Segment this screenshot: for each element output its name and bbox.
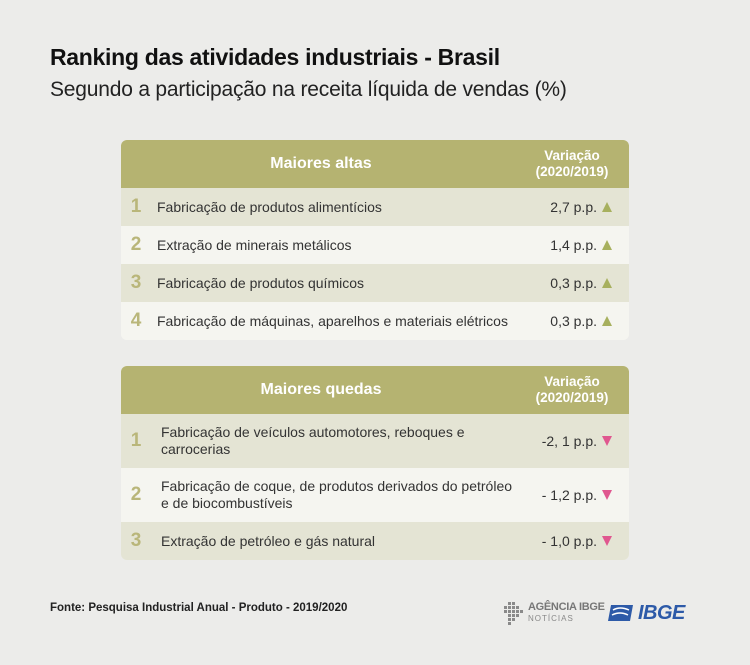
source-note: Fonte: Pesquisa Industrial Anual - Produ… <box>50 602 348 614</box>
rank-number: 3 <box>130 272 142 293</box>
activity-label: Fabricação de coque, de produtos derivad… <box>161 478 513 511</box>
map-dots-icon <box>504 602 523 625</box>
rank-number: 2 <box>130 484 142 505</box>
table-maiores-quedas: Maiores quedas Variação (2020/2019) 1 Fa… <box>121 366 629 560</box>
triangle-up-icon <box>602 240 612 250</box>
table-maiores-altas: Maiores altas Variação (2020/2019) 1 Fab… <box>121 140 629 340</box>
agencia-logo-subtext: NOTÍCIAS <box>528 614 574 623</box>
rank-number: 1 <box>130 196 142 217</box>
variation-value: 1,4 p.p. <box>550 237 597 253</box>
variation-header-line2: (2020/2019) <box>535 164 609 179</box>
table-row: 1 Fabricação de produtos alimentícios 2,… <box>121 188 629 226</box>
variation-value: - 1,2 p.p. <box>541 487 597 503</box>
ibge-flag-icon <box>608 605 633 621</box>
triangle-up-icon <box>602 316 612 326</box>
activity-label: Fabricação de veículos automotores, rebo… <box>161 424 465 457</box>
triangle-down-icon <box>602 536 612 546</box>
rank-number: 2 <box>130 234 142 255</box>
triangle-down-icon <box>602 436 612 446</box>
table-title: Maiores altas <box>270 155 372 172</box>
table-row: 3 Extração de petróleo e gás natural - 1… <box>121 522 629 560</box>
table-title: Maiores quedas <box>260 381 382 398</box>
table-row: 3 Fabricação de produtos químicos 0,3 p.… <box>121 264 629 302</box>
triangle-up-icon <box>602 202 612 212</box>
agencia-ibge-logo: AGÊNCIA IBGE NOTÍCIAS <box>502 600 605 626</box>
variation-header: Variação (2020/2019) <box>527 140 617 188</box>
activity-label: Extração de minerais metálicos <box>157 236 352 253</box>
activity-label: Fabricação de máquinas, aparelhos e mate… <box>157 312 508 329</box>
variation-value: - 1,0 p.p. <box>541 533 597 549</box>
rank-number: 4 <box>130 310 142 331</box>
rank-number: 1 <box>130 430 142 451</box>
activity-label: Extração de petróleo e gás natural <box>161 532 376 549</box>
variation-value: 2,7 p.p. <box>550 199 597 215</box>
ibge-logo-text: IBGE <box>638 601 685 624</box>
activity-label: Fabricação de produtos alimentícios <box>157 198 382 215</box>
page-subtitle: Segundo a participação na receita líquid… <box>50 78 567 101</box>
table-row: 2 Extração de minerais metálicos 1,4 p.p… <box>121 226 629 264</box>
table-row: 4 Fabricação de máquinas, aparelhos e ma… <box>121 302 629 340</box>
variation-header-line2: (2020/2019) <box>535 390 609 405</box>
triangle-down-icon <box>602 490 612 500</box>
rank-number: 3 <box>130 530 142 551</box>
variation-header-line1: Variação <box>544 148 600 163</box>
table-row: 1 Fabricação de veículos automotores, re… <box>121 414 629 468</box>
agencia-logo-text: AGÊNCIA IBGE <box>528 601 605 613</box>
variation-value: -2, 1 p.p. <box>541 433 597 449</box>
table-row: 2 Fabricação de coque, de produtos deriv… <box>121 468 629 522</box>
triangle-up-icon <box>602 278 612 288</box>
variation-value: 0,3 p.p. <box>550 275 597 291</box>
ibge-logo: IBGE <box>608 601 685 625</box>
table-header: Maiores quedas Variação (2020/2019) <box>121 366 629 414</box>
variation-value: 0,3 p.p. <box>550 313 597 329</box>
page-title: Ranking das atividades industriais - Bra… <box>50 44 500 70</box>
table-header: Maiores altas Variação (2020/2019) <box>121 140 629 188</box>
activity-label: Fabricação de produtos químicos <box>157 274 364 291</box>
variation-header-line1: Variação <box>544 374 600 389</box>
variation-header: Variação (2020/2019) <box>527 366 617 414</box>
